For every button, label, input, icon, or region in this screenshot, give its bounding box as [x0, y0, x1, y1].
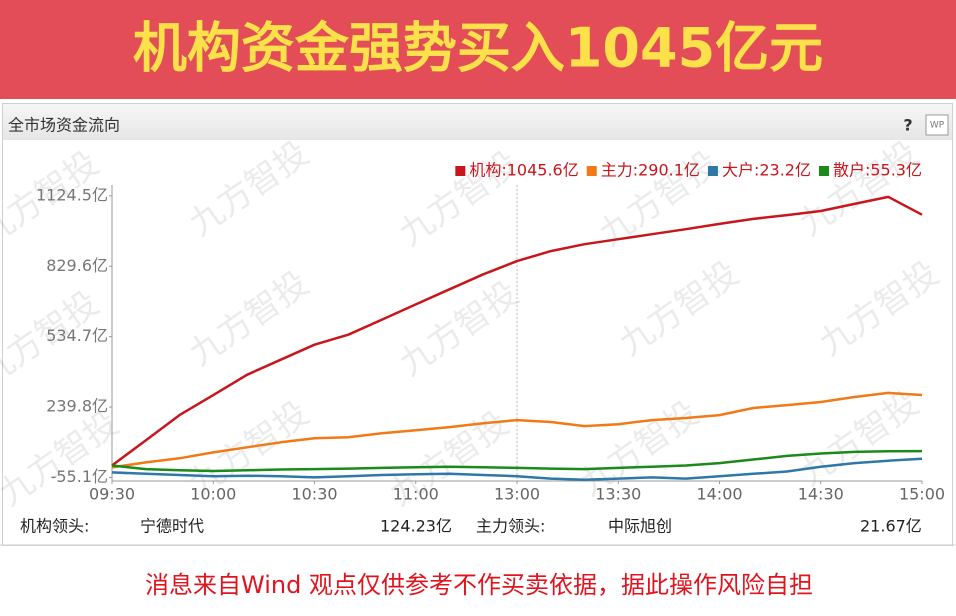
- x-tick-label: 10:30: [291, 485, 337, 504]
- y-tick-label: 534.7亿: [46, 326, 108, 345]
- series-line: [111, 449, 923, 473]
- header-title: 机构资金强势买入1045亿元: [133, 17, 823, 80]
- x-tick-label: 13:30: [595, 485, 641, 504]
- series-line: [111, 457, 923, 482]
- x-tick-label: 14:00: [696, 485, 742, 504]
- legend-swatch: [455, 166, 466, 176]
- panel: [2, 103, 953, 546]
- x-tick-label: 15:00: [899, 485, 945, 504]
- footer-item: 宁德时代: [140, 517, 204, 536]
- y-tick-label: -55.1亿: [51, 467, 108, 486]
- legend-label: 主力:290.1亿: [601, 161, 700, 180]
- disclaimer: 消息来自Wind 观点仅供参考不作买卖依据，据此操作风险自担: [145, 571, 813, 599]
- footer-item: 124.23亿: [380, 517, 452, 536]
- footer-item: 21.67亿: [860, 517, 922, 536]
- series-line: [111, 195, 923, 467]
- y-tick-label: 829.6亿: [46, 256, 108, 275]
- badge[interactable]: WP: [930, 121, 945, 131]
- x-tick-label: 13:00: [494, 485, 540, 504]
- panel-titlebar: [3, 104, 952, 140]
- y-tick-label: 1124.5亿: [36, 185, 108, 204]
- badge-box[interactable]: [925, 114, 949, 136]
- footer-item: 主力领头:: [476, 517, 545, 536]
- header-band: [0, 0, 956, 99]
- footer-item: 中际旭创: [608, 517, 672, 536]
- legend-label: 散户:55.3亿: [833, 161, 922, 180]
- x-tick-label: 14:30: [798, 485, 844, 504]
- help-icon[interactable]: ?: [903, 116, 912, 135]
- panel-title: 全市场资金流向: [8, 116, 120, 135]
- series-line: [111, 391, 923, 469]
- plot: -55.1亿 239.8亿 534.7亿 829.6亿 1124.5亿 09:30 10:0…: [36, 161, 945, 504]
- x-tick-label: 09:30: [89, 485, 135, 504]
- legend-swatch: [818, 166, 829, 176]
- footer-item: 机构领头:: [20, 517, 89, 536]
- x-tick-label: 10:00: [190, 485, 236, 504]
- legend-swatch: [586, 166, 597, 176]
- legend-swatch: [707, 166, 718, 176]
- x-tick-label: 11:00: [393, 485, 439, 504]
- legend-label: 机构:1045.6亿: [469, 161, 578, 180]
- legend-label: 大户:23.2亿: [722, 161, 811, 180]
- y-tick-label: 239.8亿: [46, 397, 108, 416]
